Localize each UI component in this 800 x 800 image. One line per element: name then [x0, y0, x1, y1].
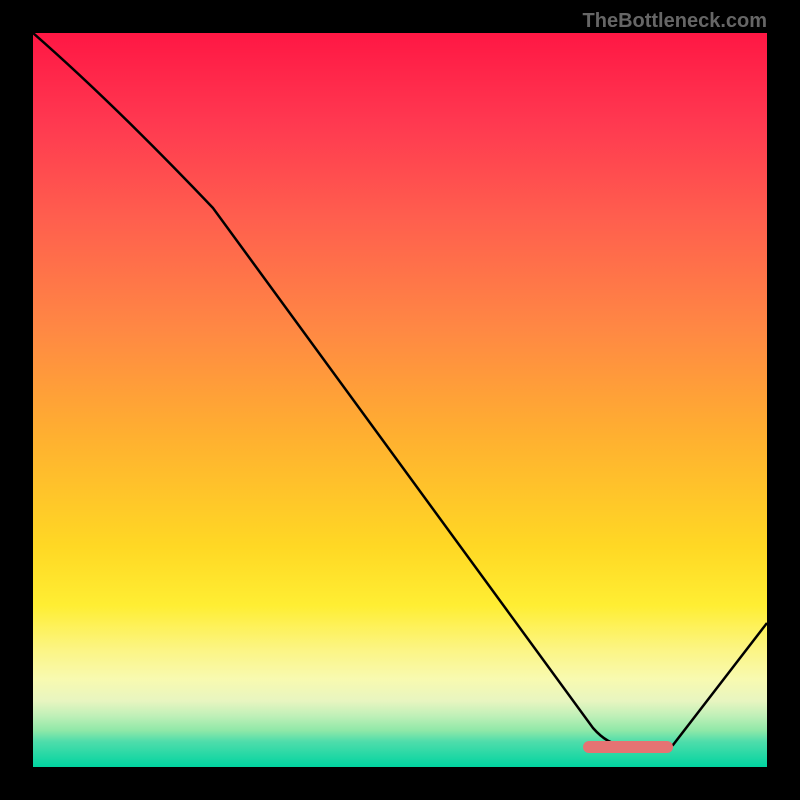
watermark-text: TheBottleneck.com [583, 10, 767, 33]
curve-line [33, 33, 767, 767]
optimal-marker [583, 741, 673, 753]
chart-area [33, 33, 767, 767]
